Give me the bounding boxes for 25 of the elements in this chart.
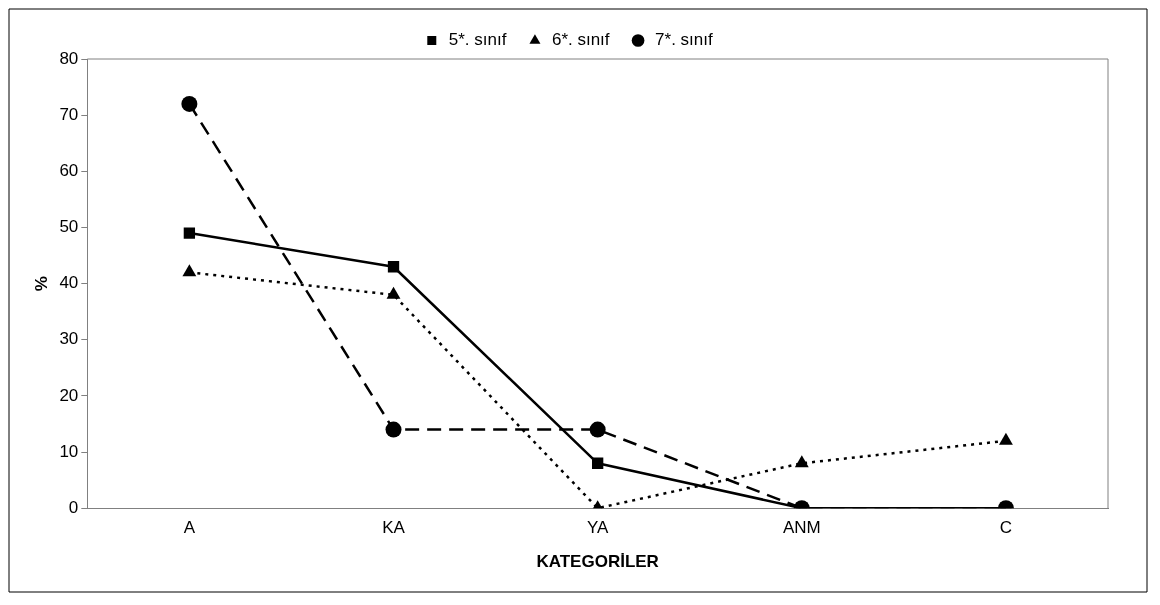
y-tick-label: 50	[59, 217, 79, 237]
y-axis-title: %	[31, 276, 51, 292]
point	[794, 455, 809, 468]
y-tick-label: 10	[59, 441, 79, 461]
legend-label: 7*. sınıf	[655, 30, 713, 50]
y-tick-label: 0	[68, 497, 79, 517]
x-tick-label: ANM	[782, 518, 821, 538]
legend-label: 5*. sınıf	[448, 30, 507, 50]
x-tick-label: KA	[382, 518, 406, 538]
point	[182, 264, 197, 277]
x-axis-title: KATEGORİLER	[536, 552, 659, 572]
legend-label: 6*. sınıf	[551, 30, 610, 50]
x-tick-label: C	[999, 518, 1013, 538]
y-tick-label: 30	[59, 329, 79, 349]
point	[386, 286, 401, 299]
y-tick-label: 20	[59, 385, 79, 405]
y-tick-label: 80	[59, 48, 79, 68]
point	[999, 432, 1013, 445]
y-tick-label: 40	[59, 273, 79, 293]
y-tick-label: 60	[59, 160, 79, 180]
y-tick-label: 70	[59, 104, 79, 124]
x-tick-label: A	[183, 518, 196, 538]
point	[387, 261, 400, 273]
point	[183, 227, 196, 239]
x-tick-label: YA	[586, 518, 610, 538]
